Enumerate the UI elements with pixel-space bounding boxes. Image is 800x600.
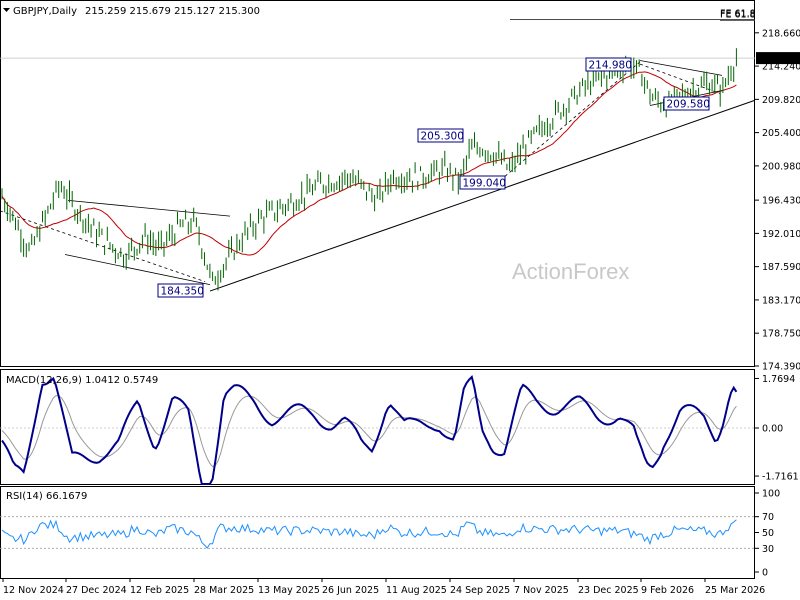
macd-line (1, 375, 738, 485)
channel-line (64, 254, 211, 286)
moving-average-line (1, 71, 737, 256)
macd-signal-line (1, 395, 737, 468)
x-tick-label: 9 Feb 2026 (641, 585, 694, 596)
chart-symbol: GBPJPY,Daily (13, 6, 77, 17)
macd-tick-label: -1.7161 (762, 472, 799, 483)
macd-panel (0, 369, 755, 485)
price-tick-label: 178.750 (762, 329, 800, 340)
x-tick-label: 25 Mar 2026 (705, 585, 765, 596)
rsi-panel (0, 486, 755, 579)
x-tick-label: 11 Aug 2025 (386, 585, 447, 596)
x-tick-label: 12 Feb 2025 (130, 585, 189, 596)
price-tick-label: 187.590 (762, 262, 800, 273)
price-tick-label: 214.240 (762, 62, 800, 73)
symbol-dropdown-icon[interactable] (3, 8, 10, 12)
macd-tick-label: 0.00 (762, 424, 783, 435)
price-tick-label: 218.660 (762, 28, 800, 39)
chart-ohlc: 215.259 215.679 215.127 215.300 (85, 6, 260, 17)
price-tick-label: 209.820 (762, 95, 800, 106)
fe-label: FE 61.8 (720, 9, 756, 20)
x-tick-label: 27 Dec 2024 (66, 585, 127, 596)
rsi-tick-label: 50 (762, 528, 774, 539)
main-trendline (209, 99, 756, 292)
rsi-tick-label: 30 (762, 544, 774, 555)
rsi-line (1, 519, 737, 549)
price-annotation-box (459, 175, 506, 190)
price-annotation-box (585, 57, 632, 72)
x-tick-label: 23 Dec 2025 (578, 585, 639, 596)
x-tick-label: 12 Nov 2024 (3, 585, 64, 596)
price-annotation-label: 214.980 (589, 60, 632, 72)
current-price-tag (756, 52, 800, 65)
price-tick-label: 183.170 (762, 295, 800, 306)
x-tick-label: 7 Nov 2025 (514, 585, 569, 596)
macd-tick-label: 1.7694 (762, 374, 795, 385)
x-tick-label: 13 May 2025 (258, 585, 320, 596)
price-tick-label: 200.980 (762, 161, 800, 172)
price-annotation-box (417, 128, 464, 143)
x-tick-label: 24 Sep 2025 (450, 585, 510, 596)
price-annotation-label: 184.350 (161, 286, 204, 298)
price-annotation-label: 199.040 (463, 178, 506, 190)
dashed-trendline (0, 210, 206, 283)
watermark: ActionForex (512, 259, 629, 284)
dashed-trendline (639, 63, 721, 94)
macd-label: MACD(12,26,9) 1.0412 0.5749 (6, 375, 158, 386)
rsi-tick-label: 70 (762, 512, 774, 523)
channel-line (67, 199, 231, 217)
fe-label: FE 61.8 (720, 8, 756, 19)
price-annotation-label: 205.300 (421, 131, 464, 143)
rsi-label: RSI(14) 66.1679 (6, 491, 87, 502)
triangle-upper-line (639, 60, 723, 76)
dashed-trendline (504, 61, 641, 177)
current-price-label: 215.300 (760, 54, 799, 65)
price-annotation-label: 209.580 (667, 99, 710, 111)
x-tick-label: 28 Mar 2025 (194, 585, 254, 596)
price-tick-label: 192.010 (762, 229, 800, 240)
price-annotation-box (157, 283, 204, 298)
x-tick-label: 26 Jun 2025 (322, 585, 379, 596)
rsi-tick-label: 100 (762, 489, 780, 500)
price-tick-label: 196.430 (762, 196, 800, 207)
price-tick-label: 205.400 (762, 128, 800, 139)
price-annotation-box (663, 96, 710, 111)
rsi-tick-label: 0 (762, 568, 768, 579)
price-tick-label: 174.390 (762, 362, 800, 373)
price-panel (0, 0, 755, 367)
